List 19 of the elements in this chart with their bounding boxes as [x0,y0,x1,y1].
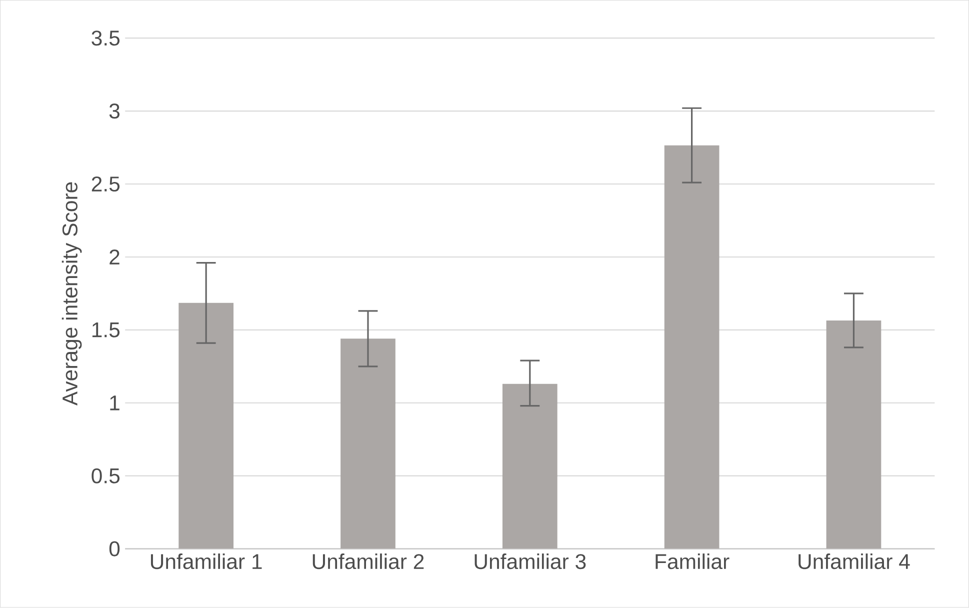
y-axis-title: Average intensity Score [62,182,82,406]
x-tick-label: Unfamiliar 2 [312,554,424,570]
y-tick-label: 2.5 [92,176,120,192]
bar [340,338,396,549]
bar [664,145,720,549]
y-tick-label: 2 [110,250,120,265]
y-tick-label: 3 [109,104,120,119]
x-tick-label: Unfamiliar 3 [474,554,586,570]
y-tick-label: 0.5 [92,468,120,484]
x-tick-label: Unfamiliar 1 [150,554,262,570]
bar [178,303,234,549]
y-tick-label: 0 [109,541,120,556]
y-tick-label: 1 [110,396,120,410]
x-tick-label: Unfamiliar 4 [798,554,910,570]
bar [502,384,558,549]
x-tick-label: Familiar [656,554,730,570]
y-tick-label: 3.5 [92,30,120,46]
bar [826,320,882,549]
y-tick-label: 1.5 [92,322,120,338]
